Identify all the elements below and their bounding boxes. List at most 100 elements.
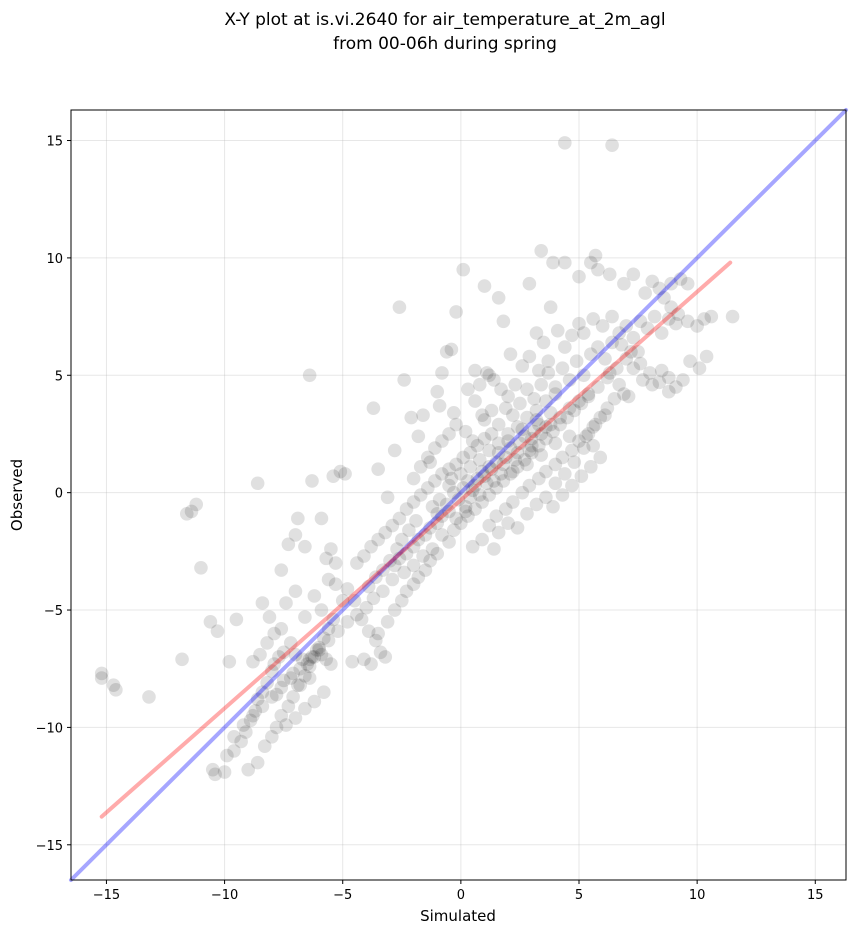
data-point: [546, 499, 560, 514]
data-point: [635, 373, 650, 387]
data-point: [553, 417, 567, 432]
data-point: [385, 572, 400, 587]
data-point: [456, 450, 471, 465]
data-point: [444, 342, 459, 357]
data-point: [340, 614, 355, 629]
data-point: [515, 422, 530, 437]
data-point: [94, 666, 109, 681]
data-point: [534, 377, 548, 392]
data-point: [380, 614, 395, 629]
data-point: [598, 352, 612, 366]
data-point: [378, 525, 393, 540]
data-point: [468, 363, 482, 378]
data-point: [555, 361, 570, 376]
data-point: [657, 291, 671, 305]
x-tick-label: −15: [93, 888, 120, 903]
data-point: [317, 685, 331, 699]
data-point: [605, 309, 619, 324]
data-point: [532, 471, 546, 486]
data-point: [510, 521, 525, 535]
data-point: [725, 309, 740, 324]
data-point: [600, 401, 615, 415]
data-point: [480, 476, 494, 491]
data-point: [501, 434, 515, 448]
data-point: [404, 410, 419, 425]
data-point: [276, 673, 291, 688]
data-point: [506, 408, 520, 422]
data-point: [671, 307, 686, 322]
data-point: [255, 596, 270, 610]
data-point: [472, 452, 487, 467]
data-point: [614, 337, 629, 352]
data-point: [442, 504, 456, 519]
data-point: [524, 431, 539, 446]
data-point: [222, 654, 237, 669]
data-point: [371, 626, 385, 641]
data-point: [425, 542, 440, 556]
data-point: [366, 401, 381, 415]
data-point: [106, 678, 121, 692]
x-tick-label: −5: [333, 888, 352, 903]
data-point: [369, 633, 383, 648]
data-point: [496, 457, 511, 472]
data-point: [439, 497, 454, 512]
data-point: [312, 640, 326, 655]
data-point: [413, 488, 428, 502]
data-point: [522, 478, 537, 493]
data-point: [543, 417, 558, 432]
data-point: [279, 718, 293, 732]
data-point: [390, 542, 404, 556]
data-point: [227, 729, 241, 744]
data-point: [558, 467, 572, 481]
data-point: [529, 326, 544, 340]
data-point: [397, 565, 411, 580]
data-point: [246, 708, 260, 723]
data-point: [697, 312, 712, 326]
data-point: [475, 532, 489, 547]
data-point: [314, 647, 329, 662]
data-point: [392, 551, 407, 566]
data-point: [600, 370, 615, 385]
data-point: [234, 734, 248, 749]
data-point: [250, 476, 265, 491]
data-point: [477, 431, 492, 446]
data-point: [435, 509, 449, 523]
data-point: [501, 516, 515, 530]
y-tick-label: 10: [46, 252, 63, 267]
data-point: [399, 546, 414, 561]
data-point: [546, 255, 560, 270]
data-point: [477, 469, 492, 484]
data-point: [267, 626, 282, 641]
data-point: [142, 690, 156, 704]
data-point: [539, 464, 553, 479]
data-point: [265, 729, 279, 744]
data-point: [371, 462, 385, 476]
data-point: [574, 396, 589, 411]
data-point: [442, 427, 456, 441]
data-point: [654, 326, 669, 340]
data-point: [581, 387, 596, 401]
data-point: [335, 593, 350, 608]
data-point: [416, 549, 430, 563]
data-point: [638, 286, 652, 300]
data-point: [239, 725, 253, 739]
data-point: [314, 603, 329, 617]
data-point: [359, 600, 374, 615]
data-point: [626, 361, 641, 376]
data-point: [380, 490, 395, 505]
data-point: [402, 523, 416, 538]
data-point: [595, 319, 610, 333]
x-axis-label: Simulated: [420, 907, 496, 925]
data-point: [283, 671, 298, 685]
data-point: [522, 276, 537, 291]
data-point: [645, 377, 660, 392]
data-point: [484, 403, 499, 418]
data-point: [385, 518, 400, 533]
data-point: [640, 321, 655, 336]
data-point: [607, 391, 622, 406]
data-point: [581, 427, 596, 441]
plot-area: [69, 108, 848, 882]
data-point: [475, 464, 489, 479]
data-point: [591, 340, 605, 354]
data-point: [517, 429, 532, 444]
